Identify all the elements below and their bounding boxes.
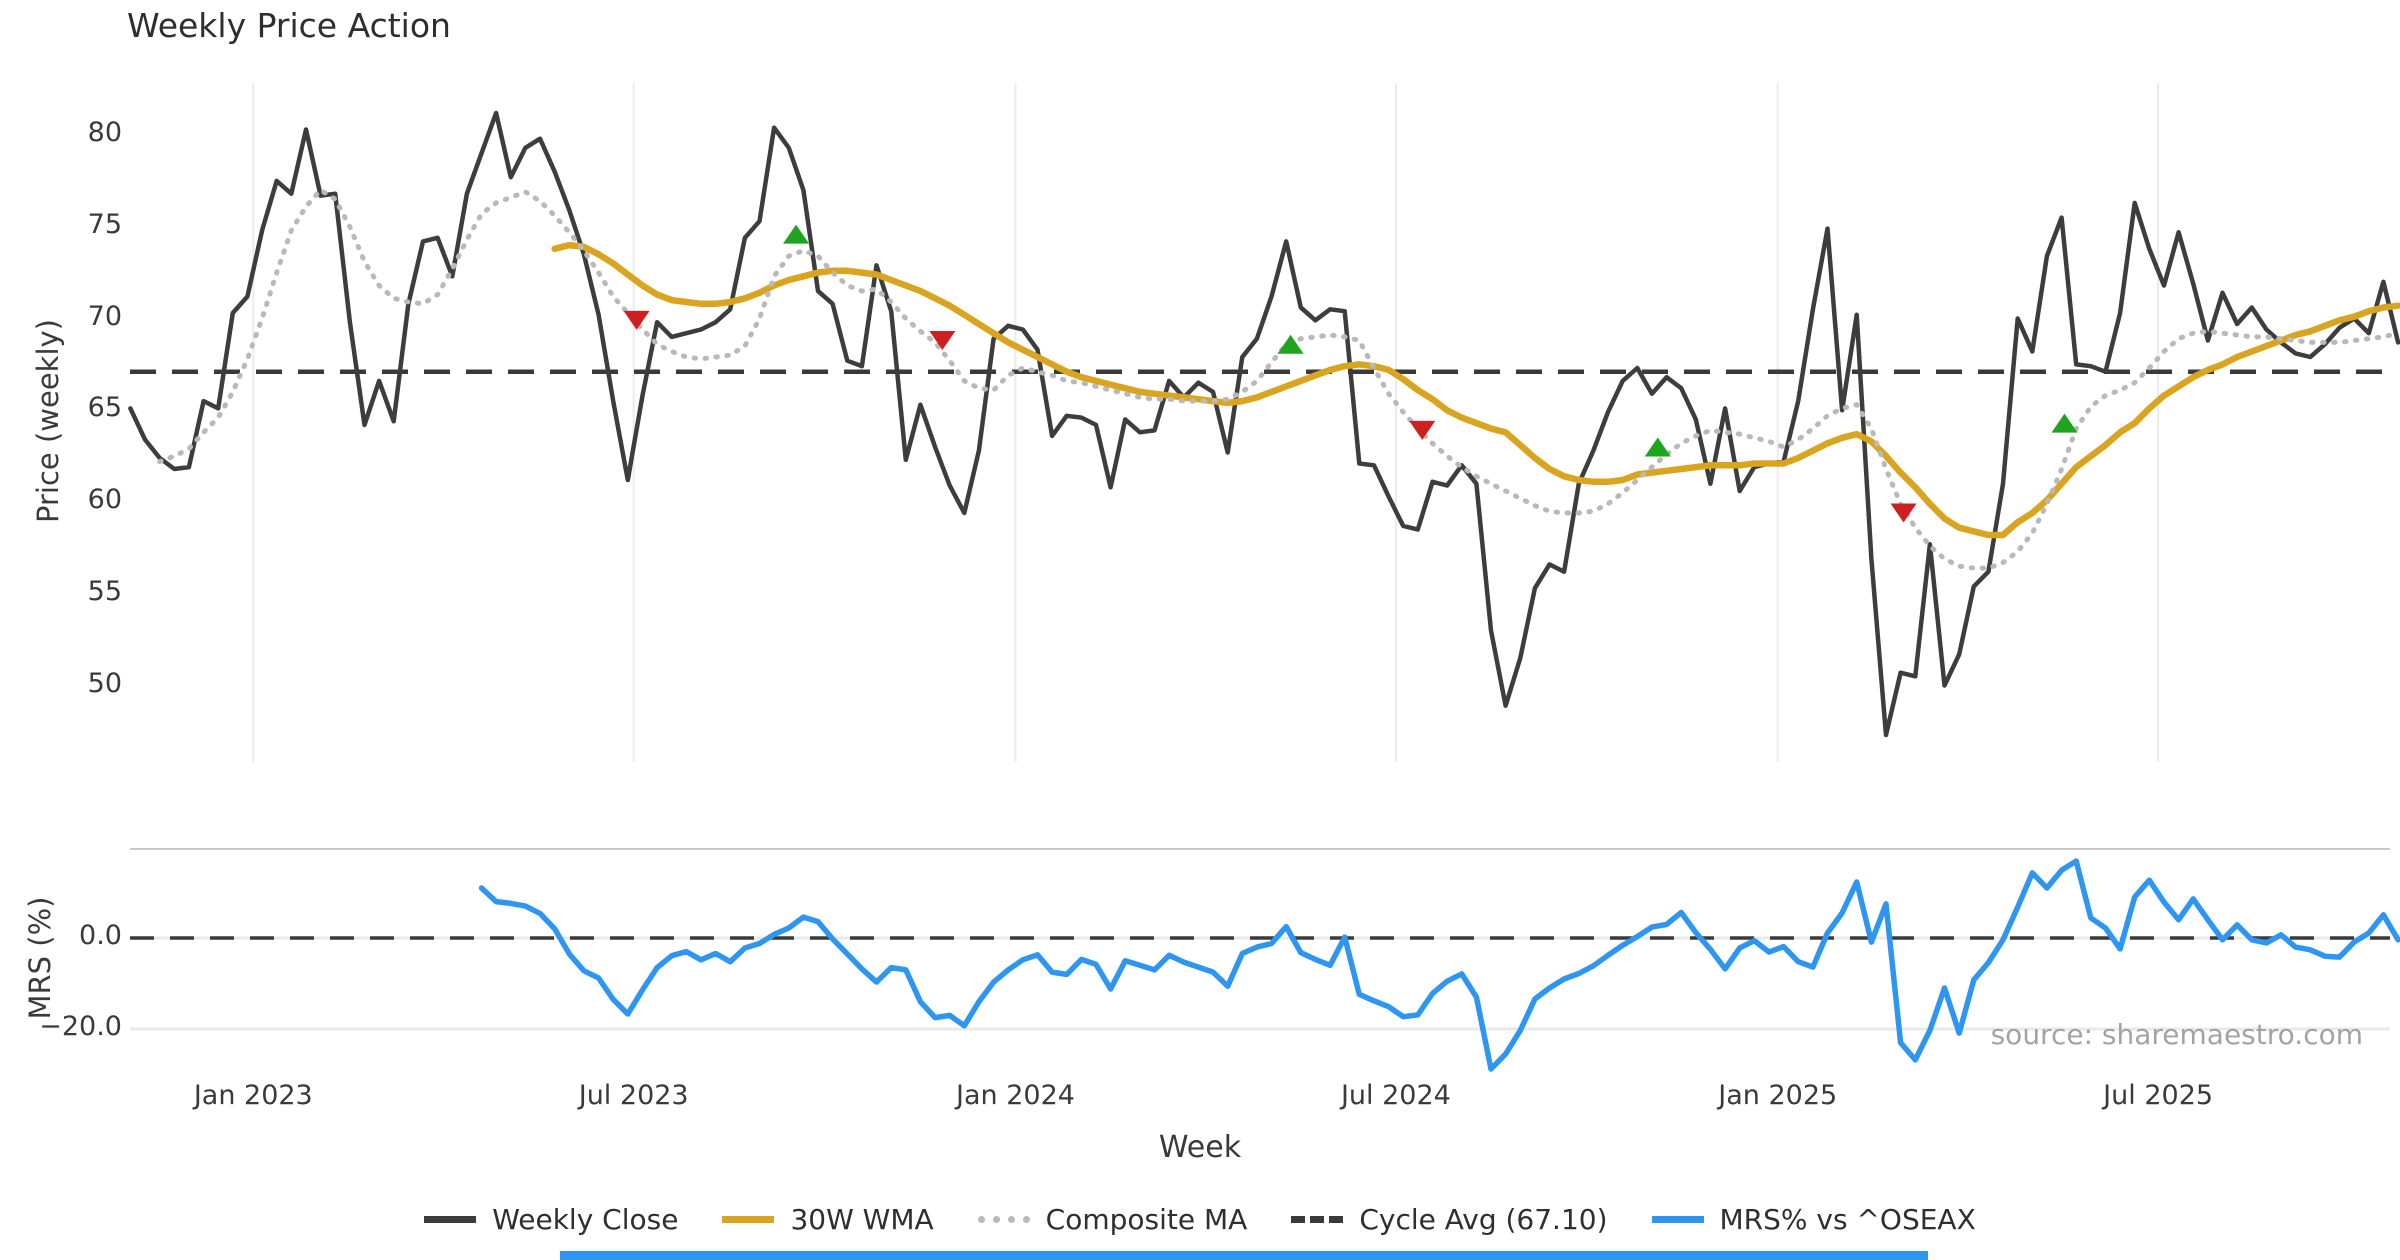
- price-tick-70: 70: [87, 300, 122, 332]
- legend-item-mrs-vs-oseax: MRS% vs ^OSEAX: [1651, 1203, 1976, 1236]
- sell-marker-4: [1890, 503, 1917, 523]
- sell-marker-1: [623, 310, 650, 330]
- price-tick-55: 55: [87, 575, 122, 607]
- price-tick-65: 65: [87, 392, 122, 424]
- legend-swatch-dotted: [977, 1216, 1030, 1223]
- buy-marker-4: [2051, 413, 2078, 433]
- mrs-tick--20: −20.0: [39, 1011, 122, 1042]
- buy-marker-2: [1277, 334, 1304, 354]
- x-axis-label: Week: [1158, 1130, 1242, 1165]
- date-tick-Jan-2023: Jan 2023: [193, 1080, 313, 1111]
- legend-item-composite-ma: Composite MA: [977, 1203, 1248, 1236]
- source-attribution: source: sharemaestro.com: [1990, 1018, 2363, 1051]
- date-tick-Jan-2024: Jan 2024: [956, 1080, 1075, 1111]
- legend-label: MRS% vs ^OSEAX: [1719, 1203, 1976, 1236]
- chart-title: Weekly Price Action: [127, 6, 451, 45]
- price-tick-60: 60: [87, 484, 122, 515]
- legend-item-cycle-avg-67-10-: Cycle Avg (67.10): [1291, 1203, 1608, 1236]
- legend: Weekly Close 30W WMA Composite MA Cycle Avg…: [0, 1203, 2400, 1236]
- price-tick-75: 75: [87, 208, 122, 240]
- sell-marker-3: [1409, 420, 1436, 440]
- legend-item-weekly-close: Weekly Close: [424, 1203, 678, 1236]
- legend-label: Composite MA: [1045, 1203, 1248, 1236]
- price-tick-80: 80: [87, 117, 122, 148]
- date-tick-Jan-2025: Jan 2025: [1718, 1080, 1838, 1111]
- series-30w-wma: [551, 241, 2400, 539]
- series-weekly-close: [128, 110, 2400, 738]
- series-mrs-vs-oseax: [478, 858, 2400, 1072]
- date-tick-Jul-2023: Jul 2023: [578, 1080, 689, 1111]
- buy-marker-3: [1644, 437, 1671, 457]
- mrs-tick-0: 0.0: [79, 920, 122, 951]
- date-tick-Jul-2024: Jul 2024: [1340, 1080, 1451, 1111]
- bottom-accent-bar: [560, 1251, 1928, 1260]
- legend-swatch-solid: [1651, 1216, 1704, 1223]
- legend-item-30w-wma: 30W WMA: [722, 1203, 934, 1236]
- date-tick-Jul-2025: Jul 2025: [2103, 1080, 2214, 1111]
- sell-marker-2: [929, 331, 956, 351]
- legend-swatch-solid: [722, 1216, 775, 1223]
- buy-marker-1: [783, 224, 810, 244]
- legend-label: 30W WMA: [790, 1203, 934, 1236]
- legend-swatch-dashed: [1291, 1216, 1344, 1223]
- legend-swatch-solid: [424, 1216, 477, 1223]
- legend-label: Weekly Close: [492, 1203, 679, 1236]
- price-tick-50: 50: [87, 667, 122, 699]
- legend-label: Cycle Avg (67.10): [1359, 1203, 1608, 1236]
